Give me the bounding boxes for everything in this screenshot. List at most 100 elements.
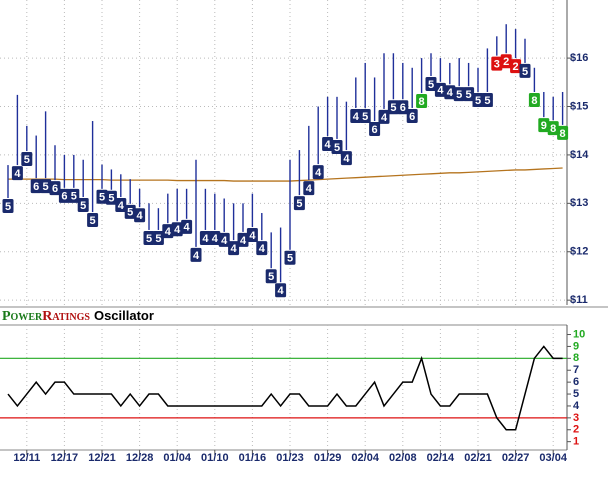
rating-box — [519, 63, 531, 78]
rating-label: 4 — [325, 139, 332, 151]
x-tick-label: 01/16 — [239, 452, 267, 464]
rating-label: 5 — [155, 233, 161, 245]
rating-box — [105, 190, 117, 205]
rating-label: 2 — [513, 61, 519, 73]
rating-box — [96, 189, 108, 204]
rating-box — [256, 241, 268, 256]
rating-box — [218, 232, 230, 247]
rating-label: 5 — [127, 207, 133, 219]
y-tick-label: $14 — [570, 149, 589, 161]
x-tick-label: 01/10 — [201, 452, 229, 464]
rating-label: 8 — [550, 123, 556, 135]
rating-label: 6 — [61, 191, 67, 203]
rating-box — [143, 230, 155, 245]
brand-ratings: Ratings — [42, 309, 90, 324]
rating-label: 4 — [259, 243, 266, 255]
rating-box — [378, 109, 390, 124]
x-tick-label: 12/11 — [13, 452, 40, 464]
rating-box — [491, 56, 503, 71]
y-tick-label: 10 — [573, 328, 585, 340]
y-tick-label: $11 — [570, 294, 588, 306]
y-tick-label: $15 — [570, 100, 588, 112]
rating-box — [510, 59, 522, 74]
rating-label: 3 — [494, 59, 500, 71]
x-tick-label: 12/21 — [88, 452, 116, 464]
rating-box — [30, 179, 42, 194]
rating-label: 5 — [456, 89, 462, 101]
rating-label: 5 — [43, 181, 49, 193]
rating-box — [425, 77, 437, 92]
rating-box — [87, 213, 99, 228]
rating-box — [199, 230, 211, 245]
rating-box — [228, 241, 240, 256]
rating-label: 4 — [343, 153, 350, 165]
rating-label: 9 — [541, 120, 547, 132]
rating-label: 4 — [315, 167, 322, 179]
y-tick-label: $16 — [570, 52, 588, 64]
x-tick-label: 02/14 — [427, 452, 455, 464]
rating-label: 5 — [268, 271, 274, 283]
rating-label: 5 — [71, 191, 77, 203]
rating-label: 8 — [419, 96, 425, 108]
rating-box — [21, 152, 33, 167]
x-tick-label: 01/29 — [314, 452, 342, 464]
rating-label: 6 — [400, 102, 406, 114]
rating-box — [481, 92, 493, 107]
rating-label: 2 — [503, 56, 509, 68]
rating-box — [11, 166, 23, 181]
rating-label: 4 — [249, 230, 256, 242]
rating-label: 6 — [409, 111, 415, 123]
rating-label: 4 — [306, 183, 313, 195]
rating-label: 6 — [52, 183, 58, 195]
rating-label: 4 — [278, 285, 285, 297]
oscillator-line — [7, 345, 563, 431]
y-tick-label: 9 — [573, 340, 579, 352]
rating-box — [237, 232, 249, 247]
rating-label: 5 — [428, 79, 434, 91]
y-tick-label: 5 — [573, 388, 579, 400]
rating-label: 5 — [296, 198, 302, 210]
rating-label: 5 — [108, 193, 114, 205]
rating-box — [49, 181, 61, 196]
rating-label: 4 — [231, 243, 238, 255]
y-tick-label: 2 — [573, 424, 579, 436]
x-tick-label: 03/04 — [539, 452, 567, 464]
title-text: Oscillator — [94, 308, 154, 323]
x-tick-label: 02/27 — [502, 452, 530, 464]
y-tick-label: 3 — [573, 412, 579, 424]
rating-label: 4 — [381, 112, 388, 124]
x-tick-label: 12/28 — [126, 452, 154, 464]
rating-label: 5 — [522, 66, 528, 78]
y-tick-label: 6 — [573, 376, 579, 388]
x-tick-label: 02/21 — [464, 452, 492, 464]
rating-box — [359, 108, 371, 123]
rating-box — [77, 198, 89, 213]
rating-box — [152, 230, 164, 245]
x-tick-label: 01/23 — [276, 452, 304, 464]
rating-label: 5 — [287, 253, 293, 265]
rating-box — [284, 250, 296, 265]
y-tick-label: 7 — [573, 364, 579, 376]
rating-box — [275, 283, 287, 298]
rating-box — [312, 165, 324, 180]
x-tick-label: 02/08 — [389, 452, 417, 464]
rating-box — [209, 230, 221, 245]
rating-label: 6 — [33, 181, 39, 193]
rating-label: 5 — [99, 192, 105, 204]
moving-average — [8, 167, 563, 182]
rating-box — [557, 125, 569, 140]
rating-label: 5 — [334, 142, 340, 154]
rating-label: 5 — [390, 102, 396, 114]
rating-box — [40, 179, 52, 194]
y-tick-label: $12 — [570, 246, 588, 258]
rating-label: 5 — [24, 154, 30, 166]
rating-box — [538, 118, 550, 133]
rating-box — [547, 121, 559, 136]
rating-label: 4 — [174, 224, 181, 236]
rating-box — [134, 208, 146, 223]
rating-box — [322, 137, 334, 152]
rating-label: 4 — [165, 226, 172, 238]
rating-label: 8 — [560, 128, 566, 140]
rating-box — [472, 92, 484, 107]
